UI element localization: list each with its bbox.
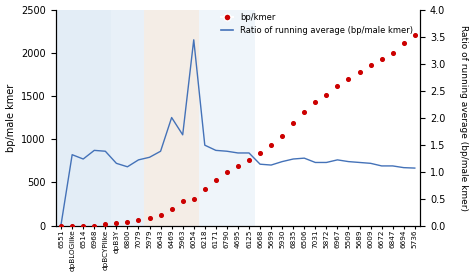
Point (400, 41, 408, 45)
Point (135, 218, 142, 222)
Bar (111, 9, 144, 225)
Point (389, 50, 396, 55)
Bar (199, 9, 255, 225)
Point (190, 196, 198, 201)
Point (334, 84, 341, 88)
Point (57, 223, 65, 228)
Point (245, 157, 253, 162)
Legend: bp/kmer, Ratio of running average (bp/male kmer): bp/kmer, Ratio of running average (bp/ma… (218, 9, 416, 38)
Point (301, 110, 308, 114)
Point (179, 199, 186, 203)
Point (68, 223, 76, 228)
Point (157, 212, 164, 217)
Point (290, 121, 297, 125)
Point (356, 70, 364, 74)
Point (146, 216, 153, 220)
Point (212, 177, 219, 182)
Point (223, 169, 231, 174)
Point (101, 222, 109, 227)
Point (91, 223, 98, 228)
Point (367, 63, 374, 67)
Point (80, 223, 87, 228)
Point (201, 187, 209, 191)
Point (267, 142, 275, 147)
Bar (55, 9, 111, 225)
Point (378, 57, 385, 61)
Point (256, 150, 264, 155)
Y-axis label: Ratio of running average (bp/male kmer): Ratio of running average (bp/male kmer) (459, 25, 468, 211)
Point (311, 100, 319, 105)
Point (278, 134, 286, 139)
Bar (144, 9, 199, 225)
Point (411, 33, 419, 38)
Point (323, 93, 330, 97)
Point (113, 221, 120, 225)
Point (234, 164, 242, 168)
Point (168, 207, 175, 212)
Y-axis label: bp/male kmer: bp/male kmer (6, 83, 16, 152)
Point (124, 220, 131, 224)
Point (345, 76, 352, 81)
